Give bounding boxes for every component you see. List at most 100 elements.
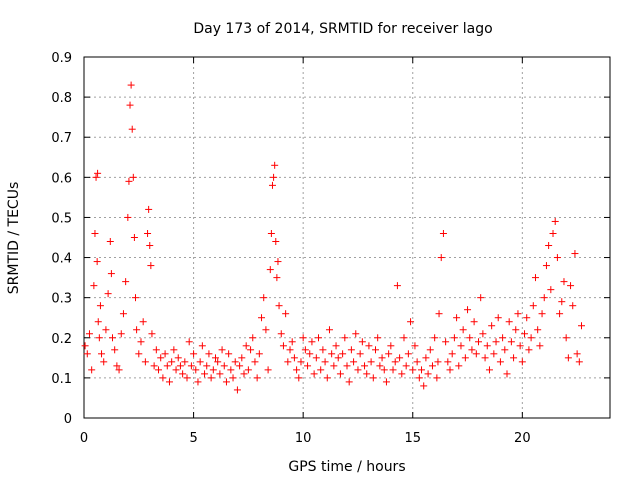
- data-point: [387, 342, 395, 350]
- data-point: [251, 358, 259, 366]
- data-point: [407, 318, 415, 326]
- data-point: [306, 350, 314, 358]
- data-point: [547, 286, 555, 294]
- data-point: [172, 366, 180, 374]
- data-point: [100, 358, 108, 366]
- data-point: [365, 342, 373, 350]
- data-point: [90, 282, 98, 290]
- data-point: [332, 342, 340, 350]
- data-point: [534, 326, 542, 334]
- data-point: [562, 334, 570, 342]
- x-tick-label: 5: [189, 431, 197, 446]
- data-point: [127, 81, 135, 89]
- data-point: [479, 330, 487, 338]
- data-point: [264, 366, 272, 374]
- data-point: [426, 346, 434, 354]
- data-point: [214, 358, 222, 366]
- data-point: [301, 346, 309, 354]
- data-point: [347, 346, 355, 354]
- data-point: [514, 310, 522, 318]
- data-point: [194, 378, 202, 386]
- data-point: [108, 334, 116, 342]
- data-point: [161, 350, 169, 358]
- data-point: [203, 362, 211, 370]
- data-point: [411, 342, 419, 350]
- data-point: [354, 366, 362, 374]
- data-point: [205, 350, 213, 358]
- data-point: [83, 350, 91, 358]
- data-point: [466, 334, 474, 342]
- data-point: [492, 338, 500, 346]
- data-point: [453, 314, 461, 322]
- data-point: [385, 350, 393, 358]
- data-point: [286, 346, 294, 354]
- data-point: [163, 362, 171, 370]
- data-point: [531, 274, 539, 282]
- data-point: [293, 366, 301, 374]
- x-tick-label: 20: [514, 431, 531, 446]
- data-point: [521, 330, 529, 338]
- data-point: [125, 177, 133, 185]
- data-point: [129, 173, 137, 181]
- data-point: [147, 262, 155, 270]
- data-point: [260, 294, 268, 302]
- data-point: [277, 330, 285, 338]
- data-point: [317, 366, 325, 374]
- data-point: [94, 318, 102, 326]
- data-point: [126, 101, 134, 109]
- data-point: [319, 346, 327, 354]
- data-point: [472, 350, 480, 358]
- data-point: [201, 370, 209, 378]
- data-point: [459, 326, 467, 334]
- data-point: [512, 326, 520, 334]
- data-point: [119, 310, 127, 318]
- data-point: [133, 326, 141, 334]
- data-point: [174, 354, 182, 362]
- data-point: [247, 346, 255, 354]
- data-point: [321, 358, 329, 366]
- data-point: [369, 374, 377, 382]
- data-point: [516, 342, 524, 350]
- data-point: [192, 366, 200, 374]
- data-point: [94, 169, 102, 177]
- data-point: [229, 374, 237, 382]
- data-point: [297, 358, 305, 366]
- y-tick-label: 0: [64, 412, 72, 427]
- data-point: [212, 354, 219, 362]
- data-point: [187, 362, 195, 370]
- data-point: [267, 229, 275, 237]
- data-point: [450, 334, 458, 342]
- data-point: [225, 350, 233, 358]
- data-point: [499, 334, 507, 342]
- data-point: [220, 362, 228, 370]
- data-point: [457, 342, 465, 350]
- data-point: [367, 358, 375, 366]
- data-point: [104, 290, 112, 298]
- y-tick-label: 0.3: [51, 292, 72, 307]
- data-point: [573, 350, 581, 358]
- data-point: [144, 229, 152, 237]
- y-tick-label: 0.9: [51, 51, 72, 66]
- data-point: [448, 350, 456, 358]
- data-point: [258, 314, 266, 322]
- data-point: [274, 258, 282, 266]
- data-point: [312, 354, 320, 362]
- data-point: [148, 330, 156, 338]
- data-point: [165, 378, 173, 386]
- data-point: [455, 362, 463, 370]
- y-tick-label: 0.2: [51, 332, 72, 347]
- data-point: [494, 314, 502, 322]
- data-point: [137, 338, 145, 346]
- data-point: [507, 338, 515, 346]
- data-point: [157, 354, 165, 362]
- data-point: [485, 366, 493, 374]
- data-point: [336, 370, 344, 378]
- data-point: [391, 358, 399, 366]
- chart-title: Day 173 of 2014, SRMTID for receiver lag…: [193, 21, 492, 37]
- data-point: [556, 310, 564, 318]
- data-point: [434, 358, 442, 366]
- data-point: [273, 274, 281, 282]
- data-point: [271, 161, 279, 169]
- data-point: [190, 350, 198, 358]
- data-point: [374, 334, 382, 342]
